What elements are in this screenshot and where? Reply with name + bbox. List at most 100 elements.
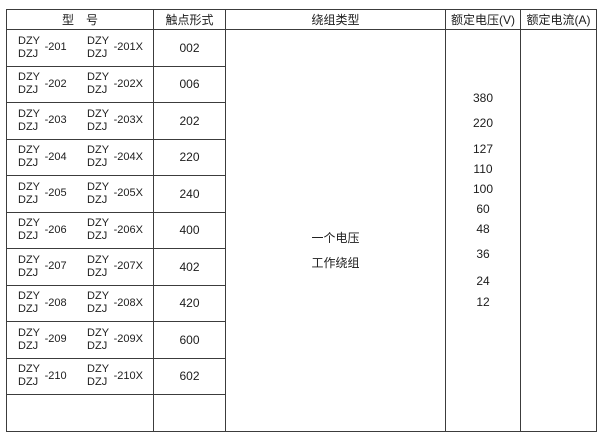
- relay-spec-table: 型 号 触点形式 绕组类型 额定电压(V) 额定电流(A) DZY DZJ -2…: [6, 9, 597, 432]
- model-number-variant: -204X: [113, 150, 143, 163]
- model-number-variant: -210X: [113, 369, 143, 382]
- series-label: DZJ: [87, 120, 108, 133]
- series-label: DZJ: [18, 84, 39, 97]
- series-label: DZJ: [18, 230, 39, 243]
- voltage-value: 110: [473, 162, 493, 176]
- contact-form-value: 402: [153, 248, 226, 286]
- winding-type-cell: 一个电压 工作绕组: [225, 29, 446, 432]
- contact-form-value: 006: [153, 65, 226, 103]
- rated-current-cell: [520, 29, 597, 432]
- voltage-value: 48: [476, 222, 490, 236]
- series-label: DZJ: [18, 303, 39, 316]
- model-number-variant: -201X: [113, 41, 143, 54]
- winding-type-line2: 工作绕组: [311, 256, 360, 270]
- series-label: DZJ: [87, 193, 108, 206]
- contact-form-value: 220: [153, 138, 226, 176]
- table-row: DZY DZJ -206 DZY DZJ -206X 400: [6, 211, 597, 249]
- series-label: DZY: [87, 144, 110, 157]
- header-winding-type: 绕组类型: [225, 9, 446, 30]
- series-label: DZY: [87, 34, 110, 47]
- table-row: DZY DZJ -202 DZY DZJ -202X 006: [6, 65, 597, 103]
- model-number-variant: -203X: [113, 114, 143, 127]
- model-cell: DZY DZJ -201 DZY DZJ -201X: [6, 29, 154, 67]
- series-label: DZY: [87, 71, 110, 84]
- model-number-variant: -205X: [113, 187, 143, 200]
- model-cell: DZY DZJ -207 DZY DZJ -207X: [6, 248, 154, 286]
- table-row: DZY DZJ -203 DZY DZJ -203X 202: [6, 102, 597, 140]
- model-number-variant: -209X: [113, 333, 143, 346]
- contact-form-value: 602: [153, 357, 226, 395]
- model-number: -210: [44, 369, 67, 382]
- model-number-variant: -207X: [113, 260, 143, 273]
- series-label: DZJ: [87, 47, 108, 60]
- series-label: DZJ: [87, 376, 108, 389]
- series-label: DZJ: [87, 266, 108, 279]
- model-cell: DZY DZJ -203 DZY DZJ -203X: [6, 102, 154, 140]
- series-label: DZY: [18, 34, 40, 47]
- winding-type-line1: 一个电压: [311, 231, 360, 245]
- series-label: DZJ: [18, 339, 39, 352]
- series-label: DZY: [87, 107, 110, 120]
- series-label: DZJ: [87, 84, 108, 97]
- table-row: DZY DZJ -205 DZY DZJ -205X 240: [6, 175, 597, 213]
- header-rated-current: 额定电流(A): [520, 9, 597, 30]
- series-label: DZY: [18, 326, 40, 339]
- header-row: 型 号 触点形式 绕组类型 额定电压(V) 额定电流(A): [6, 9, 597, 30]
- series-label: DZY: [18, 217, 40, 230]
- series-label: DZY: [87, 253, 110, 266]
- series-label: DZJ: [18, 376, 39, 389]
- series-label: DZJ: [87, 339, 108, 352]
- table-row: DZY DZJ -204 DZY DZJ -204X 220: [6, 138, 597, 176]
- table-row: DZY DZJ -209 DZY DZJ -209X 600: [6, 321, 597, 359]
- series-label: DZY: [87, 326, 110, 339]
- series-label: DZY: [18, 71, 40, 84]
- series-label: DZJ: [18, 193, 39, 206]
- series-label: DZJ: [18, 266, 39, 279]
- voltage-value: 60: [476, 202, 490, 216]
- model-cell: DZY DZJ -204 DZY DZJ -204X: [6, 138, 154, 176]
- series-label: DZY: [87, 363, 110, 376]
- series-label: DZY: [87, 217, 110, 230]
- model-number: -204: [44, 150, 67, 163]
- table-row: DZY DZJ -201 DZY DZJ -201X 002 一个电压 工作绕组: [6, 29, 597, 432]
- voltage-value: 127: [472, 142, 494, 156]
- voltage-value: 220: [472, 116, 494, 130]
- model-number-variant: -206X: [113, 223, 143, 236]
- voltage-value: 36: [476, 247, 490, 261]
- contact-form-value: 240: [153, 175, 226, 213]
- series-label: DZJ: [18, 120, 39, 133]
- model-number: -208: [44, 296, 67, 309]
- series-label: DZJ: [18, 47, 39, 60]
- contact-form-value: 002: [153, 29, 226, 67]
- header-model: 型 号: [6, 9, 154, 30]
- series-label: DZY: [87, 290, 110, 303]
- contact-form-value: 600: [153, 321, 226, 359]
- header-contact-form: 触点形式: [153, 9, 226, 30]
- series-label: DZJ: [87, 303, 108, 316]
- model-number-variant: -202X: [113, 77, 143, 90]
- model-cell: DZY DZJ -202 DZY DZJ -202X: [6, 65, 154, 103]
- contact-form-value: 202: [153, 102, 226, 140]
- series-label: DZY: [18, 107, 40, 120]
- table-row: DZY DZJ -208 DZY DZJ -208X 420: [6, 284, 597, 322]
- series-label: DZY: [18, 180, 40, 193]
- model-number: -201: [44, 41, 67, 54]
- voltage-value: 380: [472, 91, 494, 105]
- model-number: -206: [44, 223, 67, 236]
- series-label: DZY: [18, 253, 40, 266]
- series-label: DZY: [18, 144, 40, 157]
- model-number: -207: [44, 260, 67, 273]
- series-label: DZJ: [87, 157, 108, 170]
- contact-form-value: 400: [153, 211, 226, 249]
- voltage-value: 24: [476, 274, 490, 288]
- model-number: -209: [44, 333, 67, 346]
- series-label: DZY: [87, 180, 110, 193]
- model-cell: DZY DZJ -205 DZY DZJ -205X: [6, 175, 154, 213]
- rated-voltage-cell: 380 220 127 110 100 60 48 36 24 12: [445, 29, 521, 432]
- contact-form-value: 420: [153, 284, 226, 322]
- model-number: -202: [44, 77, 67, 90]
- model-number-variant: -208X: [113, 296, 143, 309]
- model-number: -205: [44, 187, 67, 200]
- model-cell: DZY DZJ -210 DZY DZJ -210X: [6, 357, 154, 395]
- table-row: DZY DZJ -207 DZY DZJ -207X 402: [6, 248, 597, 286]
